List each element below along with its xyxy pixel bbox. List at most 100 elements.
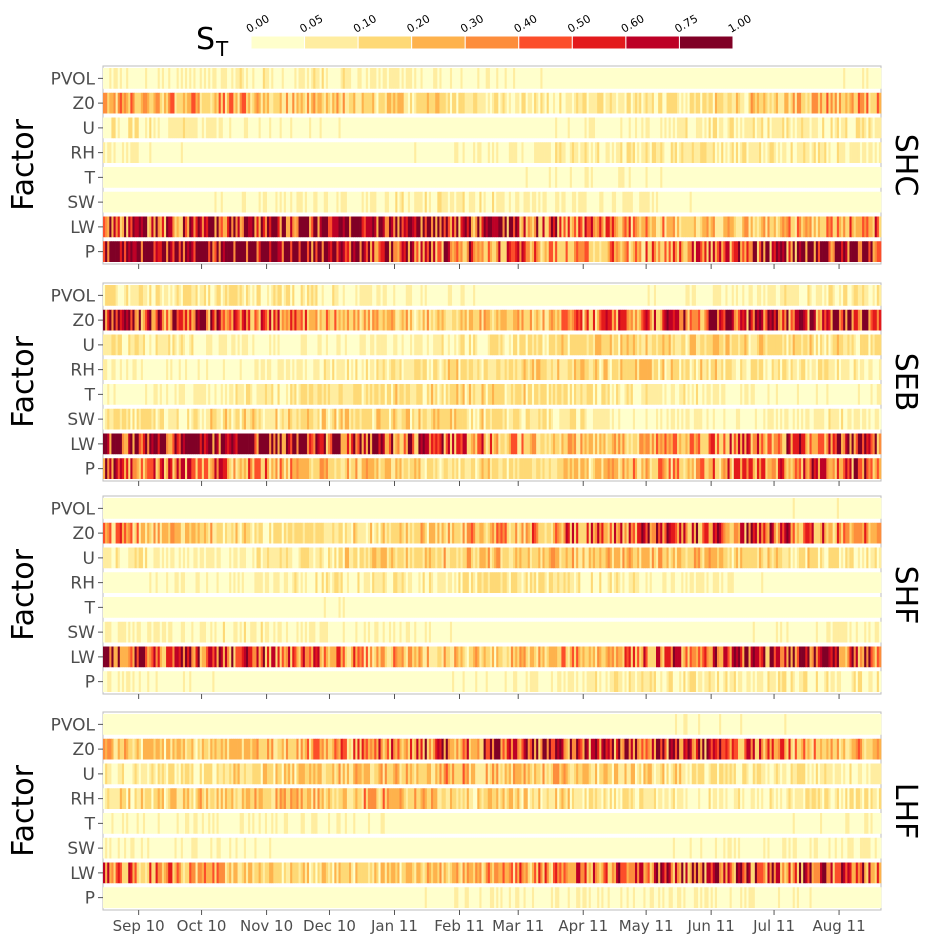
heatmap-cell — [290, 384, 293, 405]
heatmap-cell — [447, 117, 451, 139]
heatmap-cell — [801, 92, 804, 114]
heatmap-cell — [738, 384, 741, 405]
heatmap-cell — [611, 68, 615, 89]
heatmap-cell — [756, 68, 760, 89]
heatmap-cell — [243, 384, 247, 405]
heatmap-cell — [103, 334, 106, 356]
heatmap-cell — [851, 142, 855, 163]
heatmap-cell — [462, 241, 466, 262]
heatmap-cell — [849, 309, 852, 331]
heatmap-cell — [292, 167, 295, 188]
heatmap-cell — [565, 384, 569, 405]
heatmap-cell — [872, 334, 876, 356]
heatmap-cell — [262, 241, 266, 262]
heatmap-cell — [670, 359, 674, 380]
heatmap-cell — [433, 285, 436, 306]
heatmap-cell — [735, 359, 739, 380]
heatmap-cell — [399, 309, 402, 331]
heatmap-cell — [399, 191, 402, 213]
heatmap-cell — [691, 241, 695, 262]
heatmap-cell — [809, 309, 812, 331]
heatmap-cell — [252, 285, 255, 306]
heatmap-cell — [176, 359, 180, 380]
heatmap-cell — [452, 167, 455, 188]
heatmap-cell — [283, 216, 287, 238]
heatmap-cell — [250, 241, 253, 262]
heatmap-cell — [399, 334, 402, 356]
heatmap-cell — [651, 309, 655, 331]
heatmap-cell — [498, 142, 501, 163]
heatmap-cell — [264, 241, 268, 262]
heatmap-cell — [437, 68, 440, 89]
heatmap-cell — [132, 384, 135, 405]
heatmap-cell — [117, 191, 121, 213]
heatmap-cell — [754, 142, 758, 163]
heatmap-cell — [159, 241, 163, 262]
heatmap-cell — [557, 359, 560, 380]
heatmap-cell — [641, 92, 644, 114]
factor-label: PVOL — [51, 69, 96, 89]
heatmap-cell — [613, 384, 617, 405]
heatmap-cell — [210, 68, 213, 89]
heatmap-cell — [786, 241, 789, 262]
heatmap-cell — [721, 167, 724, 188]
heatmap-cell — [336, 92, 339, 114]
heatmap-cell — [285, 117, 289, 139]
heatmap-cell — [199, 384, 203, 405]
heatmap-cell — [771, 285, 775, 306]
heatmap-cell — [643, 285, 646, 306]
heatmap-cell — [492, 334, 495, 356]
heatmap-cell — [353, 92, 356, 114]
heatmap-cell — [794, 167, 798, 188]
heatmap-cell — [384, 241, 388, 262]
heatmap-cell — [382, 309, 386, 331]
heatmap-cell — [180, 334, 184, 356]
heatmap-cell — [256, 142, 259, 163]
heatmap-cell — [250, 117, 253, 139]
heatmap-cell — [193, 216, 196, 238]
heatmap-cell — [845, 334, 848, 356]
heatmap-cell — [342, 68, 346, 89]
heatmap-cell — [342, 92, 346, 114]
heatmap-cell — [519, 92, 522, 114]
heatmap-cell — [666, 92, 669, 114]
heatmap-cell — [567, 191, 571, 213]
heatmap-cell — [695, 167, 699, 188]
heatmap-cell — [752, 384, 756, 405]
heatmap-cell — [407, 359, 411, 380]
heatmap-cell — [744, 68, 747, 89]
heatmap-cell — [294, 92, 297, 114]
heatmap-cell — [529, 142, 533, 163]
heatmap-cell — [508, 334, 512, 356]
legend-swatch-6 — [571, 35, 627, 50]
heatmap-cell — [519, 309, 522, 331]
heatmap-cell — [424, 92, 428, 114]
heatmap-cell — [281, 142, 285, 163]
heatmap-cell — [193, 384, 196, 405]
heatmap-cell — [639, 359, 642, 380]
heatmap-cell — [662, 384, 665, 405]
heatmap-cell — [319, 117, 323, 139]
heatmap-cell — [372, 309, 375, 331]
heatmap-cell — [311, 142, 314, 163]
heatmap-cell — [304, 359, 308, 380]
heatmap-cell — [420, 68, 423, 89]
heatmap-cell — [841, 384, 844, 405]
heatmap-cell — [712, 359, 716, 380]
heatmap-cell — [363, 167, 367, 188]
heatmap-cell — [260, 334, 264, 356]
heatmap-cell — [414, 241, 417, 262]
heatmap-cell — [677, 191, 680, 213]
heatmap-cell — [750, 285, 754, 306]
heatmap-cell — [142, 216, 146, 238]
heatmap-cell — [536, 241, 539, 262]
heatmap-cell — [775, 334, 779, 356]
heatmap-cell — [414, 359, 417, 380]
heatmap-cell — [750, 309, 754, 331]
heatmap-cell — [521, 216, 524, 238]
heatmap-cell — [182, 216, 186, 238]
heatmap-cell — [407, 68, 411, 89]
heatmap-cell — [126, 285, 129, 306]
heatmap-cell — [275, 241, 278, 262]
heatmap-cell — [103, 92, 106, 114]
